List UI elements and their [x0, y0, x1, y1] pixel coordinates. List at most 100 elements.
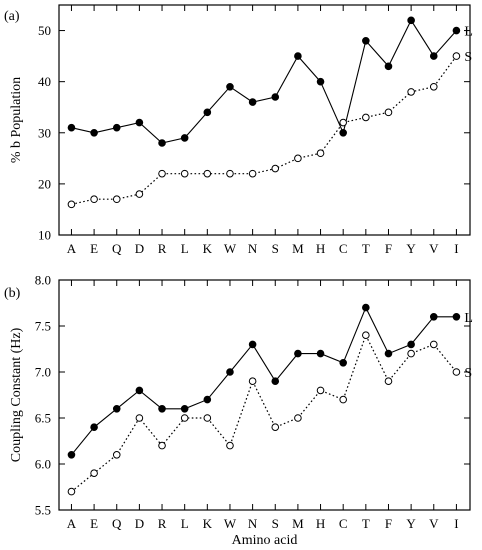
x-tick-label: H — [316, 241, 325, 256]
data-point-L-L — [180, 134, 189, 142]
x-tick-label: L — [181, 241, 189, 256]
x-tick-label: M — [292, 241, 304, 256]
y-tick-label: 20 — [38, 176, 51, 191]
data-point-L-V — [429, 313, 438, 321]
data-point-L-K — [203, 395, 212, 404]
x-tick-label: D — [135, 516, 144, 531]
data-point-S-F — [384, 108, 393, 117]
data-point-S-V — [429, 340, 438, 349]
series-line-L — [71, 19, 457, 144]
chart-panel-b: (b)5.56.06.57.07.58.0A E Q D R L K W N S M H C T F Y V IC… — [4, 273, 473, 549]
x-tick-label: F — [385, 241, 392, 256]
x-tick-label: H — [316, 516, 325, 531]
data-point-L-A — [67, 451, 76, 459]
y-tick-label: 7.5 — [35, 319, 51, 334]
data-point-L-Y — [407, 16, 415, 25]
x-tick-label: Y — [406, 516, 416, 531]
x-tick-label: E — [90, 241, 98, 256]
data-point-S-K — [203, 169, 212, 178]
data-point-S-T — [362, 331, 370, 340]
data-point-S-L — [180, 414, 189, 422]
data-point-L-E — [90, 128, 98, 137]
x-tick-label: A — [67, 241, 77, 256]
x-tick-label: W — [224, 241, 237, 256]
data-point-S-M — [294, 414, 302, 422]
data-point-S-F — [384, 377, 393, 386]
y-tick-label: 10 — [38, 228, 51, 243]
series-label-L: L — [464, 311, 473, 326]
y-tick-label: 8.0 — [35, 273, 51, 288]
data-point-L-L — [180, 405, 189, 413]
x-axis-label: Amino acid — [232, 533, 298, 548]
x-tick-label: L — [181, 516, 189, 531]
x-tick-label: W — [224, 516, 237, 531]
x-tick-label: E — [90, 516, 98, 531]
data-point-S-W — [226, 169, 234, 178]
x-tick-label: K — [203, 241, 213, 256]
data-point-S-E — [90, 469, 98, 478]
data-point-L-I — [452, 313, 461, 321]
x-tick-label: S — [272, 516, 279, 531]
data-point-S-Q — [112, 195, 121, 204]
data-point-S-R — [158, 169, 166, 178]
data-point-L-H — [316, 349, 325, 358]
x-tick-label: R — [158, 241, 167, 256]
data-point-S-S — [271, 164, 280, 173]
data-point-L-N — [248, 98, 257, 106]
data-point-L-T — [362, 303, 370, 312]
data-point-S-T — [362, 113, 370, 122]
series-line-S — [71, 55, 457, 205]
data-point-S-W — [226, 441, 234, 450]
data-point-S-S — [271, 423, 280, 432]
data-point-L-N — [248, 340, 257, 349]
x-tick-label: Q — [112, 516, 122, 531]
data-point-L-F — [384, 62, 393, 71]
panel-label: (b) — [4, 286, 21, 301]
data-point-L-C — [339, 128, 347, 137]
data-point-S-D — [135, 190, 144, 198]
x-tick-label: Y — [406, 241, 416, 256]
data-point-L-H — [316, 77, 325, 86]
x-tick-label: M — [292, 516, 304, 531]
plot-frame — [58, 279, 471, 511]
x-tick-label: Q — [112, 241, 122, 256]
x-tick-label: K — [203, 516, 213, 531]
data-point-S-H — [316, 149, 325, 158]
x-tick-label: V — [429, 516, 439, 531]
data-point-S-A — [67, 487, 76, 496]
x-tick-label: I — [454, 241, 458, 256]
data-point-S-V — [429, 82, 438, 91]
data-point-L-S — [271, 377, 280, 386]
plot-frame — [58, 4, 471, 236]
data-point-S-A — [67, 200, 76, 209]
data-point-L-W — [226, 368, 234, 376]
data-point-S-K — [203, 414, 212, 422]
x-tick-label: R — [158, 516, 167, 531]
x-tick-label: C — [339, 241, 348, 256]
data-point-L-S — [271, 93, 280, 101]
data-point-L-Q — [112, 123, 121, 132]
data-point-L-A — [67, 123, 76, 132]
series-line-L — [71, 306, 457, 456]
data-point-L-T — [362, 36, 370, 45]
x-tick-label: A — [67, 516, 77, 531]
data-point-L-K — [203, 108, 212, 117]
data-point-S-I — [452, 52, 461, 60]
data-point-S-H — [316, 386, 325, 395]
y-tick-label: 40 — [38, 74, 51, 89]
x-tick-label: C — [339, 516, 348, 531]
data-point-L-I — [452, 26, 461, 35]
data-point-S-C — [339, 395, 347, 404]
y-tick-label: 7.0 — [35, 365, 51, 380]
data-point-L-E — [90, 423, 98, 432]
y-tick-label: 5.5 — [35, 503, 51, 518]
data-point-S-M — [294, 154, 302, 163]
data-point-L-Y — [407, 340, 415, 349]
x-tick-label: T — [362, 241, 370, 256]
data-point-L-V — [429, 52, 438, 60]
y-axis-label: Coupling Constant (Hz) — [9, 327, 24, 462]
data-point-L-R — [158, 405, 166, 413]
data-point-L-W — [226, 82, 234, 91]
series-label-S: S — [464, 366, 472, 381]
